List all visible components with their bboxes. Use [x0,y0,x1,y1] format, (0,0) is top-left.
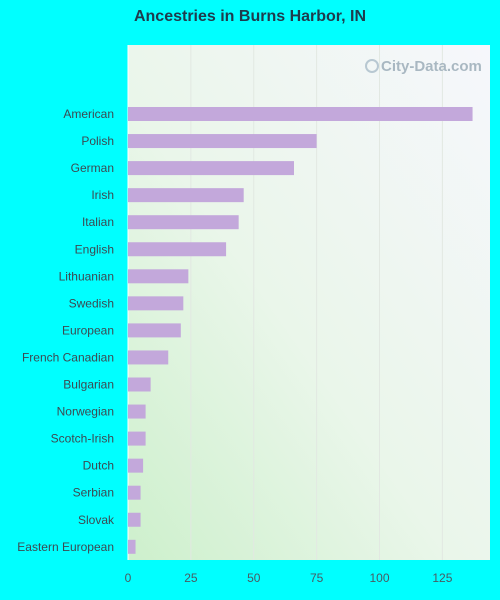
bar-dutch[interactable] [128,458,144,473]
bar-german[interactable] [128,161,294,176]
category-label: Polish [81,134,114,148]
bar-european[interactable] [128,323,181,338]
bar-american[interactable] [128,107,473,121]
bar-italian[interactable] [128,215,239,230]
category-label: Bulgarian [63,378,114,392]
chart-title: Ancestries in Burns Harbor, IN [133,8,367,25]
category-label: Lithuanian [59,269,114,283]
category-label: Serbian [73,486,114,500]
bar-bulgarian[interactable] [128,377,151,392]
bar-irish[interactable] [128,188,244,203]
category-label: English [75,242,114,256]
bars-group [128,107,473,554]
category-label: Dutch [83,459,114,473]
bar-english[interactable] [128,242,227,257]
bar-polish[interactable] [128,134,317,149]
bar-swedish[interactable] [128,296,184,311]
category-label: European [62,323,114,337]
category-label: German [71,161,114,175]
bar-eastern-european[interactable] [128,539,136,554]
grid-lines [190,45,443,560]
category-label: Norwegian [57,405,114,419]
bar-french-canadian[interactable] [128,350,169,365]
x-tick-labels: 0 25 50 75 100 125 [125,571,453,585]
watermark: City-Data.com [365,58,482,75]
city-data-logo-icon [365,59,379,73]
x-tick-label: 50 [247,571,261,585]
category-label: Eastern European [17,540,114,554]
category-label: French Canadian [22,350,114,364]
bar-lithuanian[interactable] [128,269,189,284]
category-label: Swedish [69,296,114,310]
x-tick-label: 125 [432,571,452,585]
bar-slovak[interactable] [128,512,141,527]
category-label: Italian [82,215,114,229]
x-tick-label: 25 [184,571,198,585]
category-label: Slovak [78,513,115,527]
category-label: Scotch-Irish [51,432,114,446]
category-label: American [63,107,114,121]
category-label: Irish [91,188,114,202]
bar-serbian[interactable] [128,485,141,500]
watermark-text: City-Data.com [381,58,482,75]
bar-scotch-irish[interactable] [128,431,146,446]
x-tick-label: 0 [125,571,132,585]
category-labels: American Polish German Irish Italian English L… [17,107,115,554]
x-tick-label: 75 [310,571,324,585]
plot-area [128,45,490,560]
x-tick-label: 100 [369,571,389,585]
bar-norwegian[interactable] [128,404,146,419]
